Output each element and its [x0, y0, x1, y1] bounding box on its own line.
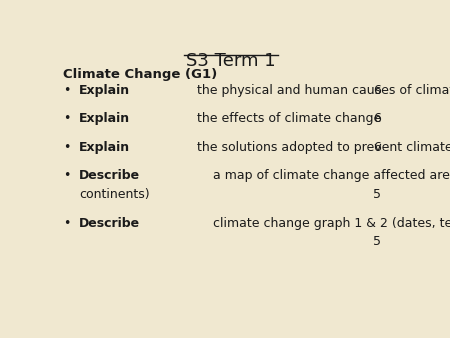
Text: •: •	[63, 83, 70, 97]
Text: 6: 6	[373, 112, 381, 125]
Text: the solutions adopted to prevent climate change: the solutions adopted to prevent climate…	[193, 141, 450, 154]
Text: S3 Term 1: S3 Term 1	[186, 52, 275, 70]
Text: a map of climate change affected areas (mention countries and: a map of climate change affected areas (…	[210, 169, 450, 183]
Text: •: •	[63, 141, 70, 154]
Text: the effects of climate change: the effects of climate change	[193, 112, 382, 125]
Text: •: •	[63, 217, 70, 230]
Text: Describe: Describe	[79, 169, 140, 183]
Text: •: •	[63, 169, 70, 183]
Text: Explain: Explain	[79, 112, 130, 125]
Text: 5: 5	[373, 236, 381, 248]
Text: 5: 5	[373, 188, 381, 201]
Text: 6: 6	[373, 83, 381, 97]
Text: Explain: Explain	[79, 141, 130, 154]
Text: continents): continents)	[79, 188, 149, 201]
Text: the physical and human causes of climate change: the physical and human causes of climate…	[193, 83, 450, 97]
Text: •: •	[63, 112, 70, 125]
Text: Describe: Describe	[79, 217, 140, 230]
Text: 6: 6	[373, 141, 381, 154]
Text: climate change graph 1 & 2 (dates, temperatures, trend): climate change graph 1 & 2 (dates, tempe…	[210, 217, 450, 230]
Text: Climate Change (G1): Climate Change (G1)	[63, 68, 217, 81]
Text: Explain: Explain	[79, 83, 130, 97]
